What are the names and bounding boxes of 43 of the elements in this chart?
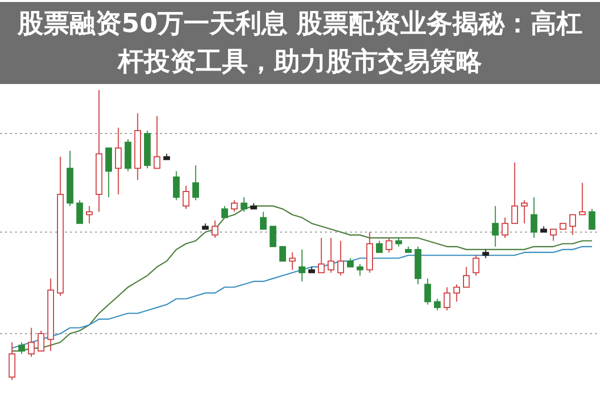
candlestick xyxy=(154,116,160,169)
candlestick xyxy=(182,185,190,210)
candlestick xyxy=(260,211,267,230)
candlestick xyxy=(270,226,276,248)
candlestick xyxy=(376,240,383,253)
candlestick xyxy=(453,284,460,302)
candlestick xyxy=(240,196,248,212)
candlestick xyxy=(588,208,596,230)
candlestick xyxy=(492,206,499,248)
candlestick xyxy=(298,249,306,282)
candlestick xyxy=(212,220,218,238)
candlestick xyxy=(511,162,518,224)
candlestick xyxy=(18,342,26,354)
candlestick xyxy=(221,206,228,218)
candlestick xyxy=(28,327,35,358)
candlestick xyxy=(38,330,44,352)
candlestick xyxy=(502,217,508,238)
candlestick xyxy=(444,286,450,311)
candlestick xyxy=(520,200,528,224)
candlestick xyxy=(192,164,200,201)
candlestick xyxy=(337,240,344,276)
candlestick xyxy=(578,182,586,216)
candlestick xyxy=(318,237,325,274)
candlestick xyxy=(550,228,557,242)
candlestick xyxy=(114,127,122,195)
chart-title: 股票融资50万一天利息 股票配资业务揭秘：高杠杆投资工具，助力股市交易策略 xyxy=(0,2,600,84)
candlestick xyxy=(434,298,441,311)
candlestick xyxy=(386,237,392,253)
candlestick xyxy=(424,278,432,306)
candlestick xyxy=(86,206,93,224)
candlestick xyxy=(328,237,334,274)
candlestick xyxy=(172,170,180,201)
candlestick xyxy=(569,214,576,236)
candlestick xyxy=(462,266,470,288)
candlestick xyxy=(279,246,286,262)
candlestick xyxy=(230,200,238,212)
candlestick xyxy=(8,342,16,380)
candlestick xyxy=(288,252,296,270)
candlestick xyxy=(76,200,84,224)
candlestick xyxy=(530,196,538,238)
candlestick xyxy=(356,264,364,276)
candlestick xyxy=(472,254,480,276)
candlestick xyxy=(105,148,112,198)
